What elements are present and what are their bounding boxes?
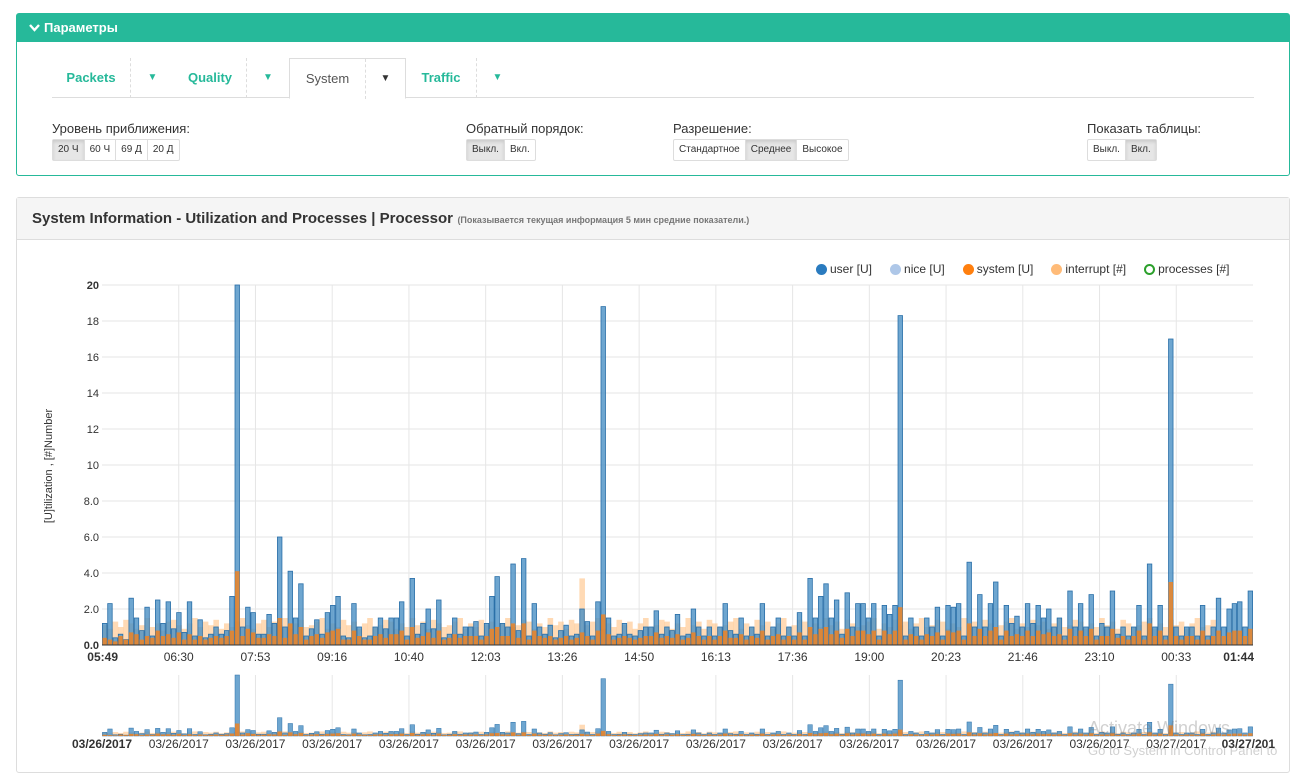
zoom-20h-button[interactable]: 20 Ч [53,140,85,160]
chart-panel-title: System Information - Utilization and Pro… [32,210,453,227]
show-tables-label: Показать таблицы: [1087,121,1202,136]
tab-system[interactable]: System ▼ [289,58,406,99]
resolution-label: Разрешение: [673,121,752,136]
zoom-20d-button[interactable]: 20 Д [152,144,174,155]
reverse-order-button-group: Выкл. Вкл. [466,139,536,161]
windows-activation-hint: Go to System in Control Panel to [1088,743,1278,758]
legend-item-system[interactable]: system [U] [962,262,1034,276]
zoom-60h-button[interactable]: 60 Ч [85,140,117,160]
legend-item-nice[interactable]: nice [U] [890,262,945,276]
tab-quality-dropdown-icon[interactable]: ▼ [246,58,289,98]
tab-quality[interactable]: Quality [187,70,233,85]
legend-processes-label: processes [#] [1158,262,1230,276]
tables-off-button[interactable]: Выкл. [1088,140,1126,160]
legend-system-label: system [U] [976,262,1034,276]
legend-item-interrupt[interactable]: interrupt [#] [1051,262,1126,276]
windows-activation-watermark: Activate Windows [1088,718,1231,738]
zoom-button-group: 20 Ч 60 Ч 69 Д 20 Д [52,139,180,161]
chart-panel-header: System Information - Utilization and Pro… [17,198,1289,240]
legend-system-marker [962,263,974,275]
resolution-medium-button[interactable]: Среднее [745,140,798,160]
zoom-69d-button[interactable]: 69 Д [116,140,148,160]
legend-nice-marker [890,263,902,275]
legend-item-processes[interactable]: processes [#] [1144,262,1229,276]
tab-packets-dropdown-icon[interactable]: ▼ [130,58,174,98]
tab-traffic-dropdown-icon[interactable]: ▼ [476,58,518,98]
resolution-standard-button[interactable]: Стандартное [674,140,746,160]
legend-user-marker [816,263,827,275]
legend-interrupt-marker [1051,263,1063,275]
show-tables-button-group: Выкл. Вкл. [1087,139,1157,161]
legend-user-label: user [U] [830,262,873,276]
zoom-label: Уровень приближения: [52,121,190,136]
reverse-off-button[interactable]: Выкл. [467,140,505,160]
parameters-header[interactable]: Параметры [17,14,1289,42]
tab-traffic[interactable]: Traffic [421,70,461,85]
tab-system-dropdown-icon[interactable]: ▼ [365,59,405,99]
tables-on-button[interactable]: Вкл. [1125,140,1156,160]
tab-packets[interactable]: Packets [66,70,116,85]
tab-bar: Packets ▼ Quality ▼ System ▼ Traffic ▼ [52,58,1254,99]
parameters-title: Параметры [44,20,118,35]
legend-item-user[interactable]: user [U] [816,262,872,276]
chart-panel: System Information - Utilization and Pro… [16,197,1290,773]
chart-legend: user [U] nice [U] system [U] interrupt [… [816,262,1247,276]
legend-processes-marker [1144,263,1156,275]
reverse-order-label: Обратный порядок: [466,121,584,136]
legend-nice-label: nice [U] [904,262,945,276]
parameters-panel: Параметры Packets ▼ Quality ▼ System ▼ T… [16,13,1290,176]
chevron-down-icon [29,14,40,42]
chart-panel-subtitle: (Показывается текущая информация 5 мин с… [457,215,750,225]
tab-system-label: System [305,71,350,86]
legend-interrupt-label: interrupt [#] [1065,262,1127,276]
reverse-on-button[interactable]: Вкл. [509,144,530,155]
resolution-high-button[interactable]: Высокое [802,144,843,155]
resolution-button-group: Стандартное Среднее Высокое [673,139,849,161]
